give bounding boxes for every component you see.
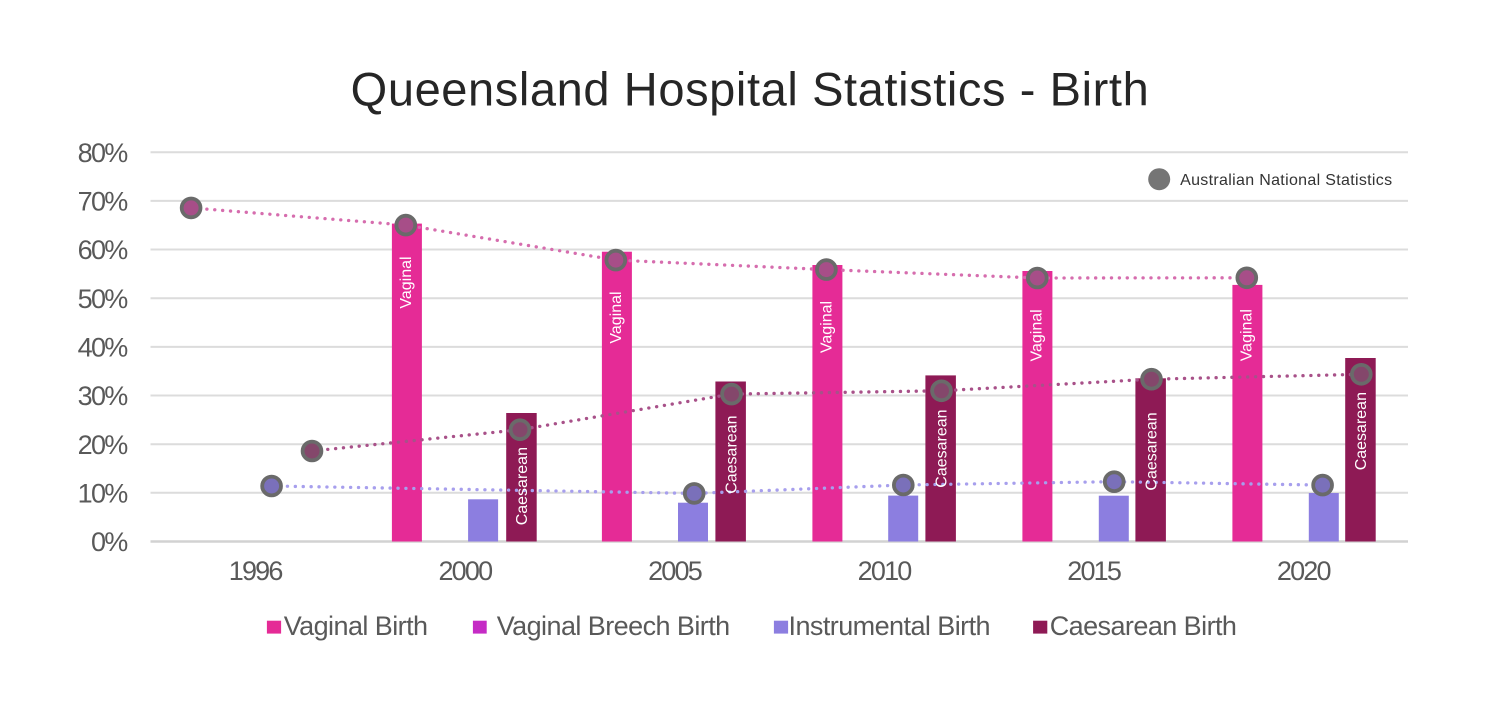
svg-text:2015: 2015 [1067, 556, 1121, 586]
svg-text:Vaginal: Vaginal [1239, 309, 1256, 361]
svg-text:Caesarean: Caesarean [933, 409, 950, 487]
svg-text:10%: 10% [78, 479, 129, 509]
svg-text:Vaginal: Vaginal [398, 256, 415, 308]
svg-text:Queensland Hospital Statistics: Queensland Hospital Statistics - Birth [351, 62, 1150, 115]
svg-text:Australian National Statistics: Australian National Statistics [1180, 172, 1392, 189]
svg-text:Caesarean: Caesarean [1353, 392, 1370, 470]
svg-text:20%: 20% [78, 430, 129, 460]
svg-text:30%: 30% [78, 381, 129, 411]
svg-text:Vaginal Breech Birth: Vaginal Breech Birth [497, 611, 730, 641]
svg-text:Instrumental Birth: Instrumental Birth [789, 611, 991, 641]
svg-text:60%: 60% [78, 235, 129, 265]
svg-text:70%: 70% [78, 187, 129, 217]
svg-text:2000: 2000 [438, 556, 492, 586]
svg-text:Caesarean: Caesarean [723, 416, 740, 494]
svg-text:Vaginal: Vaginal [819, 301, 836, 353]
svg-text:2020: 2020 [1277, 556, 1331, 586]
svg-text:2005: 2005 [648, 556, 702, 586]
svg-text:Caesarean Birth: Caesarean Birth [1050, 611, 1237, 641]
svg-text:40%: 40% [78, 333, 129, 363]
svg-text:0%: 0% [91, 527, 128, 557]
svg-text:Vaginal Birth: Vaginal Birth [284, 611, 428, 641]
svg-text:Caesarean: Caesarean [514, 447, 531, 525]
svg-text:1996: 1996 [229, 556, 283, 586]
svg-text:2010: 2010 [858, 556, 912, 586]
svg-text:80%: 80% [78, 138, 129, 168]
svg-text:Vaginal: Vaginal [1029, 309, 1046, 361]
svg-text:Vaginal: Vaginal [608, 291, 625, 343]
svg-text:50%: 50% [78, 284, 129, 314]
svg-text:Caesarean: Caesarean [1144, 412, 1161, 490]
